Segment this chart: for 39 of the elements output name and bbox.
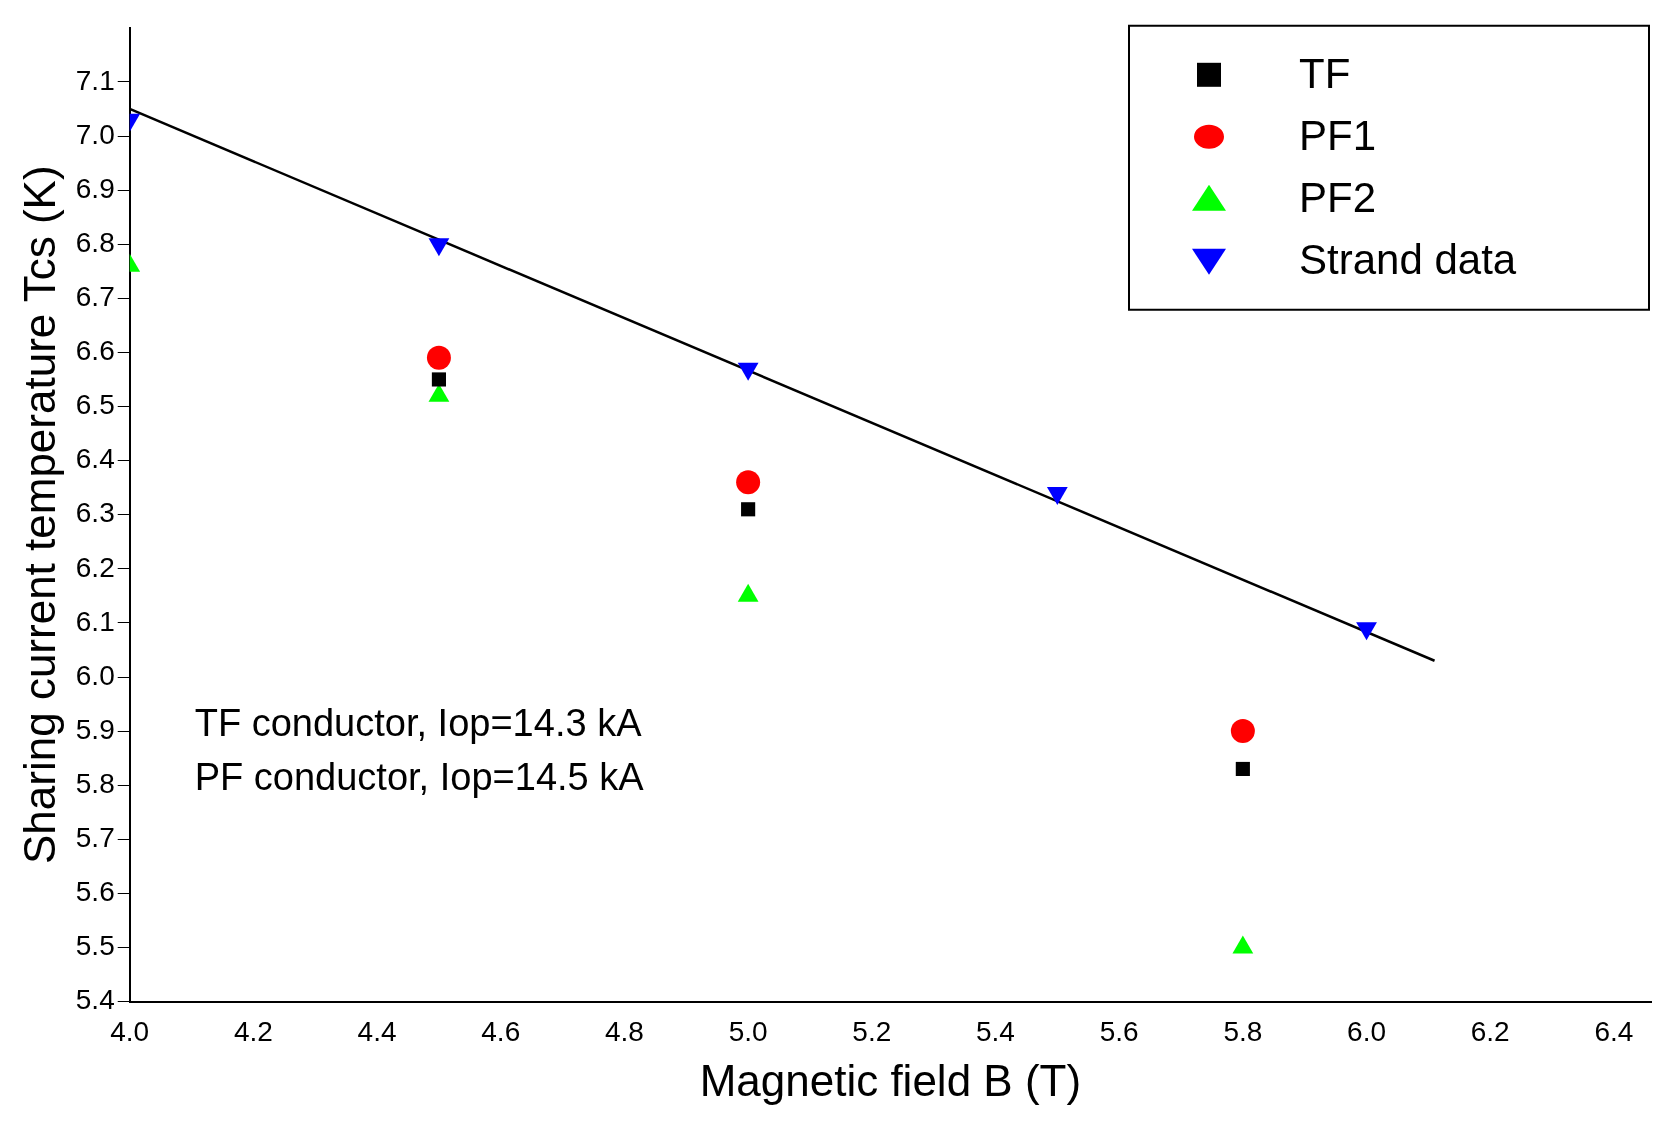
x-tick-label: 5.2 <box>852 1016 892 1048</box>
legend-label: PF1 <box>1299 112 1377 160</box>
x-tick-label: 5.4 <box>976 1016 1015 1048</box>
y-tick-label: 6.9 <box>75 172 115 204</box>
y-tick-label: 6.7 <box>75 281 115 313</box>
y-tick-label: 6.3 <box>75 497 115 529</box>
x-tick-label: 4.0 <box>110 1016 150 1048</box>
y-tick-label: 6.2 <box>75 551 115 583</box>
x-tick-label: 5.8 <box>1223 1016 1263 1048</box>
y-tick-label: 5.4 <box>75 984 115 1016</box>
x-tick-label: 6.4 <box>1594 1016 1634 1048</box>
y-tick-label: 7.1 <box>75 64 115 96</box>
x-tick-label: 6.0 <box>1347 1016 1386 1048</box>
x-tick-label: 6.2 <box>1470 1016 1510 1048</box>
y-tick-label: 5.7 <box>75 822 115 854</box>
y-tick-label: 6.4 <box>75 443 115 475</box>
x-axis-title: Magnetic field B (T) <box>699 1055 1082 1105</box>
y-tick-label: 6.8 <box>75 226 115 258</box>
x-tick-label: 4.8 <box>604 1016 644 1048</box>
x-tick-label: 5.0 <box>728 1016 768 1048</box>
y-tick-label: 6.6 <box>75 335 115 367</box>
y-tick-label: 5.9 <box>75 713 115 745</box>
annotation: PF conductor, Iop=14.5 kA <box>194 755 645 798</box>
legend-label: TF <box>1299 50 1351 98</box>
legend-label: Strand data <box>1299 236 1517 284</box>
x-tick-label: 4.6 <box>481 1016 521 1048</box>
x-tick-label: 5.6 <box>1099 1016 1139 1048</box>
y-tick-label: 5.8 <box>75 767 115 799</box>
x-tick-label: 4.2 <box>233 1016 273 1048</box>
y-tick-label: 7.0 <box>75 118 115 150</box>
annotation: TF conductor, Iop=14.3 kA <box>194 701 643 744</box>
y-tick-label: 5.5 <box>75 930 115 962</box>
y-tick-label: 6.0 <box>75 659 115 691</box>
y-tick-label: 6.1 <box>75 605 115 637</box>
x-tick-label: 4.4 <box>357 1016 397 1048</box>
y-tick-label: 6.5 <box>75 389 115 421</box>
y-tick-label: 5.6 <box>75 876 115 908</box>
y-axis-title: Sharing current temperature Tcs (K) <box>14 165 64 864</box>
legend-label: PF2 <box>1299 174 1377 222</box>
